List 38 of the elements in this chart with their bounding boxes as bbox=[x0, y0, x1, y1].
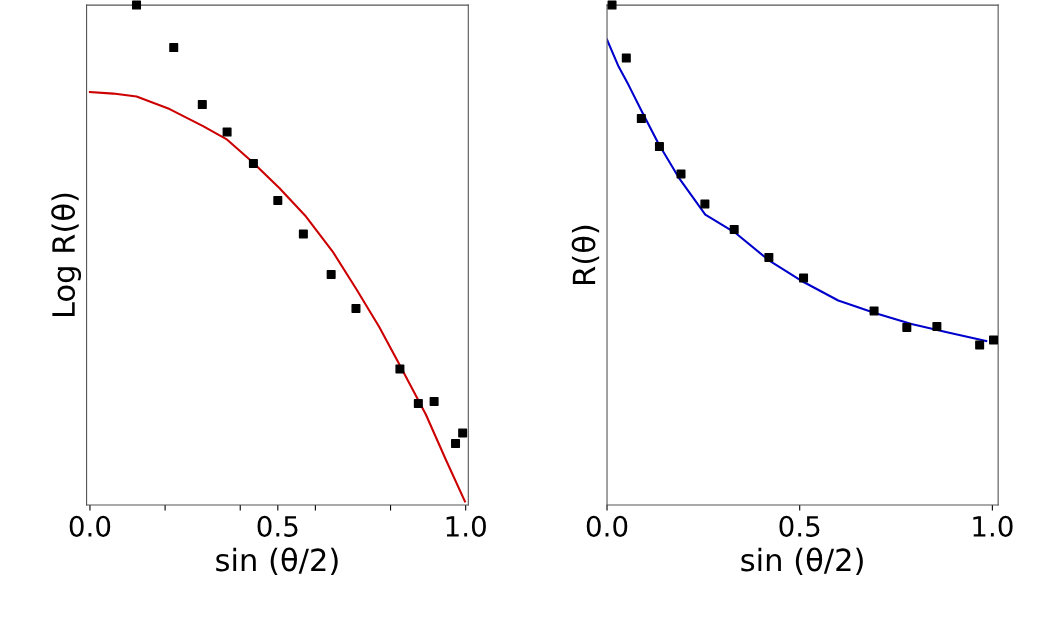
point bbox=[764, 253, 774, 263]
point bbox=[975, 340, 985, 350]
point bbox=[273, 196, 283, 206]
y-axis-title: R(θ) bbox=[571, 225, 600, 284]
point bbox=[799, 273, 809, 283]
point bbox=[621, 53, 631, 63]
point bbox=[132, 0, 142, 10]
point bbox=[700, 199, 710, 209]
point bbox=[351, 304, 361, 314]
point bbox=[902, 323, 912, 333]
x-tick-label: 0.5 bbox=[779, 515, 820, 537]
point bbox=[729, 225, 739, 235]
point bbox=[676, 169, 686, 179]
x-axis-title: sin (θ/2) bbox=[741, 547, 863, 576]
point bbox=[458, 428, 468, 438]
point bbox=[607, 0, 617, 10]
x-tick-label: 0.0 bbox=[586, 515, 628, 537]
point bbox=[451, 438, 461, 448]
point bbox=[932, 322, 942, 332]
x-tick-label: 1.0 bbox=[973, 515, 1013, 537]
point bbox=[197, 100, 207, 110]
x-tick-label: 0.0 bbox=[69, 515, 111, 537]
point bbox=[395, 364, 405, 374]
point bbox=[169, 43, 179, 53]
y-axis-title: Log R(θ) bbox=[51, 193, 82, 317]
point bbox=[248, 159, 258, 169]
point bbox=[298, 229, 308, 239]
point bbox=[636, 114, 646, 124]
point bbox=[869, 306, 879, 316]
point bbox=[222, 127, 232, 137]
x-tick-label: 1.0 bbox=[446, 515, 486, 537]
point bbox=[989, 335, 999, 345]
x-axis-title: sin (θ/2) bbox=[216, 547, 338, 576]
point bbox=[429, 396, 439, 406]
point bbox=[326, 270, 336, 280]
point bbox=[654, 142, 664, 152]
point bbox=[413, 398, 423, 408]
x-tick-label: 0.5 bbox=[257, 515, 298, 537]
